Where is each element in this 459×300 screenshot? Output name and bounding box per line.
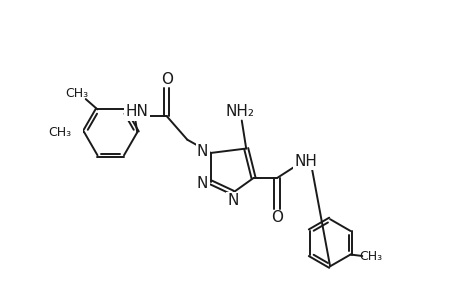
Text: N: N (196, 176, 208, 191)
Text: O: O (270, 210, 282, 225)
Text: O: O (160, 72, 172, 87)
Text: CH₃: CH₃ (49, 126, 72, 139)
Text: N: N (227, 194, 238, 208)
Text: NH: NH (294, 154, 317, 169)
Text: HN: HN (126, 104, 148, 119)
Text: CH₃: CH₃ (359, 250, 382, 262)
Text: NH₂: NH₂ (225, 104, 254, 119)
Text: CH₃: CH₃ (65, 87, 88, 100)
Text: N: N (196, 144, 208, 159)
